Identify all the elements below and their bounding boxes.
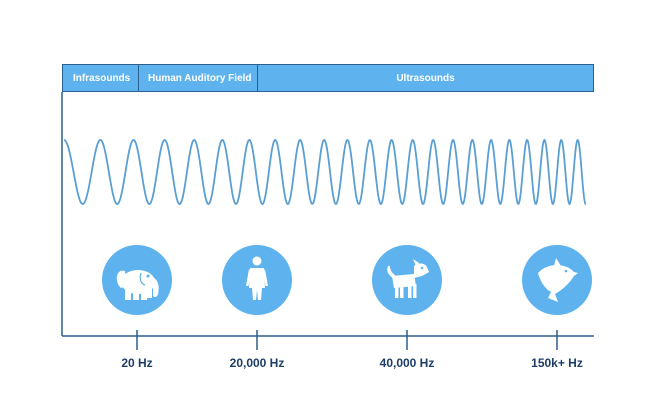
label-40000hz: 40,000 Hz	[379, 356, 435, 370]
band-human-auditory-field: Human Auditory Field	[138, 64, 257, 92]
band-ultrasounds: Ultrasounds	[257, 64, 594, 92]
elephant-icon	[102, 245, 172, 315]
band-infrasounds: Infrasounds	[62, 64, 138, 92]
dolphin-icon	[522, 245, 592, 315]
label-150khz: 150k+ Hz	[531, 356, 583, 370]
sound-wave	[63, 138, 587, 206]
label-20hz: 20 Hz	[121, 356, 153, 370]
human-icon	[222, 245, 292, 315]
label-20000hz: 20,000 Hz	[229, 356, 285, 370]
dog-icon	[372, 245, 442, 315]
